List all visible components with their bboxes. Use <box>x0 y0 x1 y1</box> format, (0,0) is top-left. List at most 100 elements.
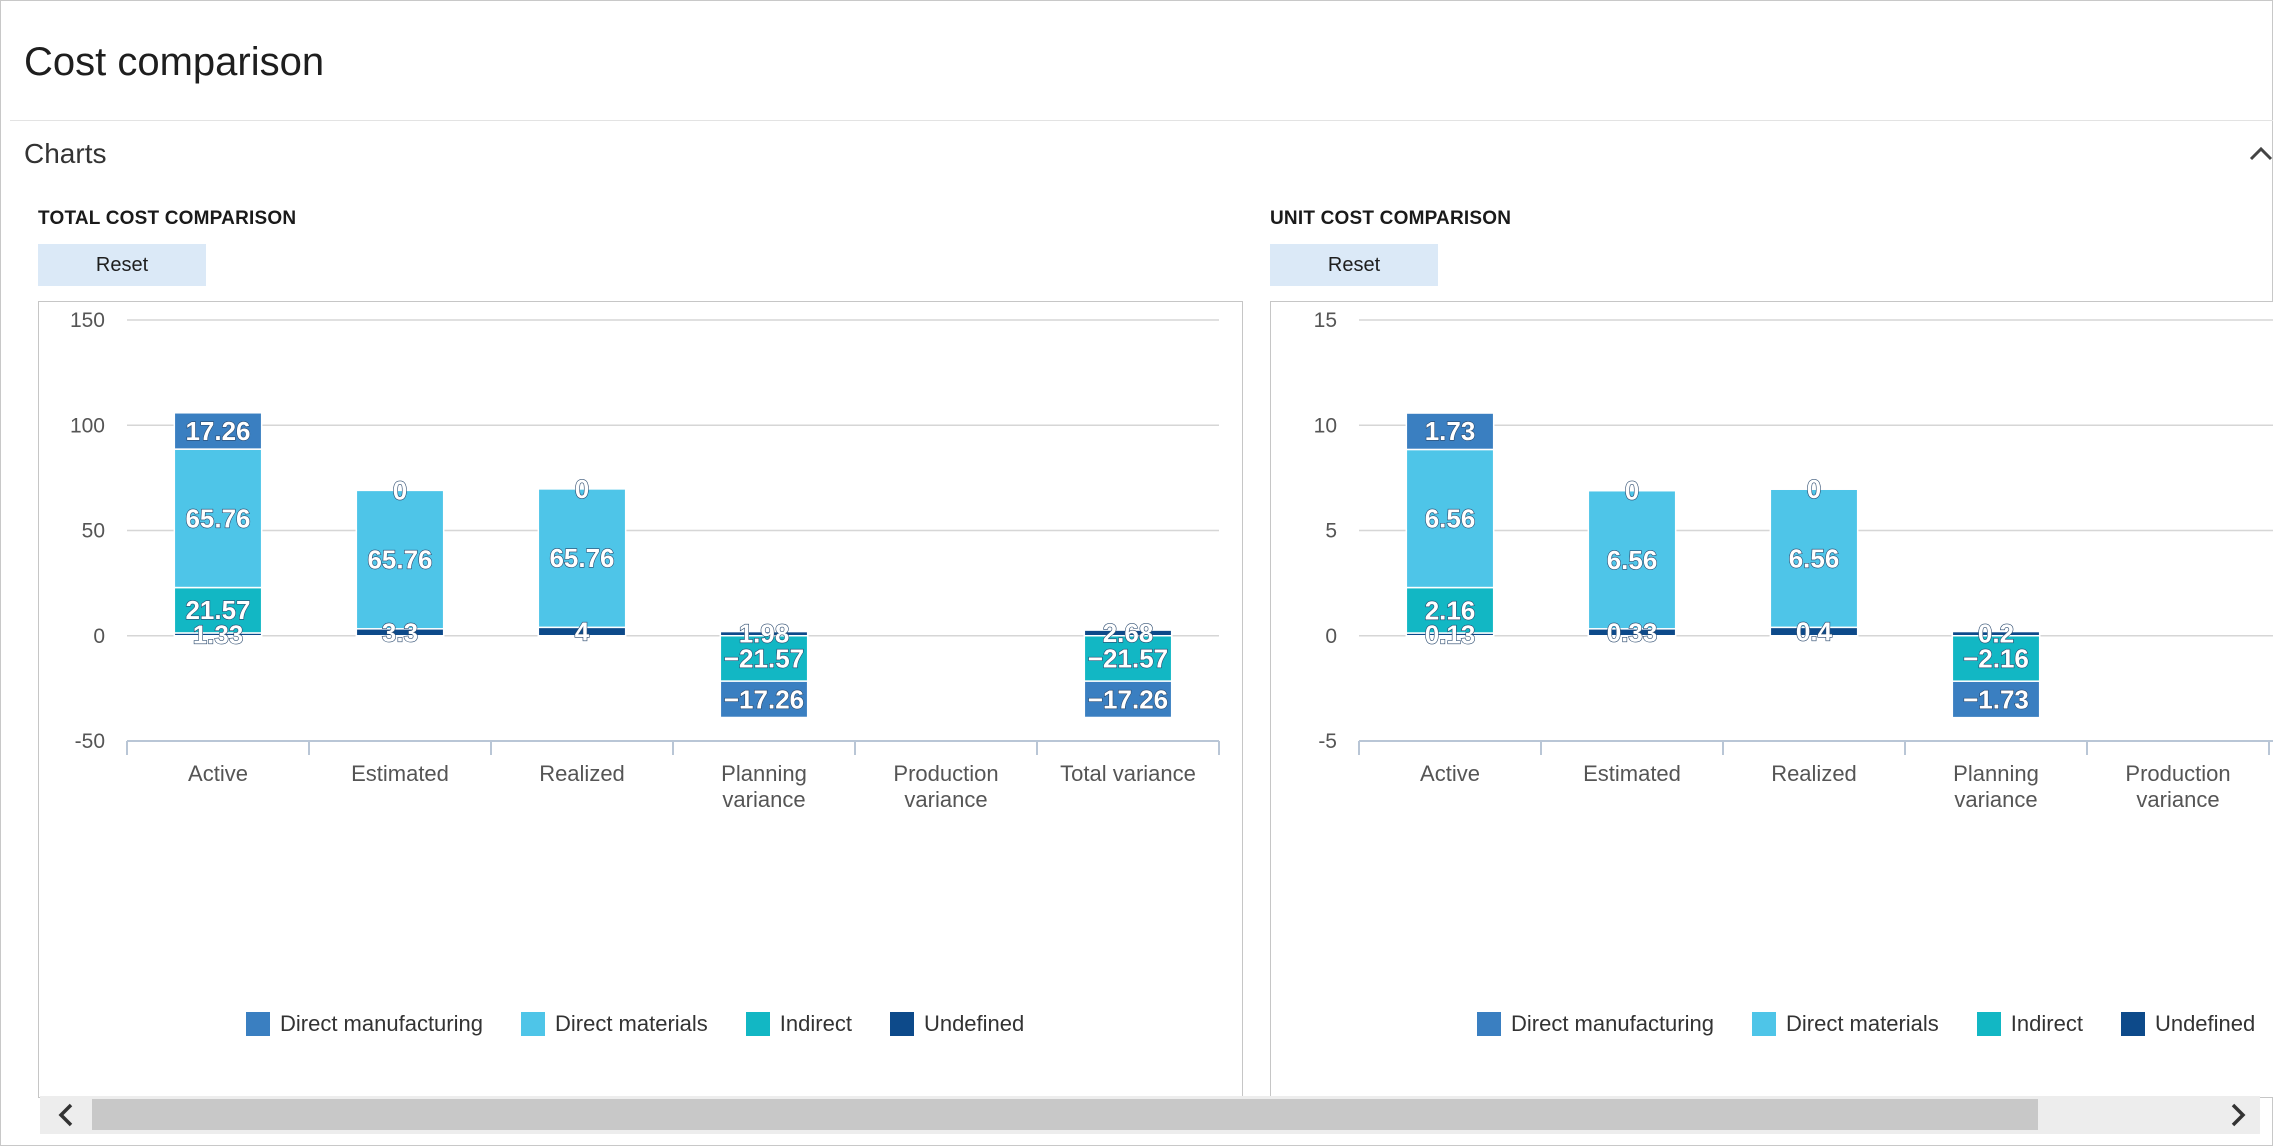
charts-section-header[interactable]: Charts <box>24 138 107 169</box>
data-label: −17.26 <box>724 684 804 714</box>
x-tick-label: variance <box>2136 787 2219 812</box>
data-label: 65.76 <box>549 543 614 573</box>
data-label: 6.56 <box>1789 543 1840 573</box>
bar-segment <box>173 448 263 589</box>
x-tick-label: Estimated <box>351 761 449 786</box>
data-label: −2.16 <box>1963 643 2029 673</box>
legend-item-direct-materials[interactable]: Direct materials <box>520 1011 708 1037</box>
data-label: −21.57 <box>724 643 804 673</box>
legend-item-undefined[interactable]: Undefined <box>889 1011 1025 1037</box>
chevron-left-icon[interactable] <box>52 1100 80 1130</box>
x-tick-label: Total variance <box>1060 761 1196 786</box>
bar-segment <box>719 680 809 719</box>
data-label: 0 <box>575 474 589 504</box>
legend-item-indirect[interactable]: Indirect <box>1976 1011 2083 1037</box>
data-label: 0.4 <box>1796 617 1833 647</box>
y-tick-label: 5 <box>1325 520 1337 543</box>
data-label: 3.3 <box>382 617 418 647</box>
total-cost-legend: Direct manufacturing Direct materials In… <box>246 1011 1062 1037</box>
data-label: 65.76 <box>367 545 432 575</box>
data-label: 1.33 <box>193 619 244 649</box>
data-label: 4 <box>575 617 590 647</box>
bar-segment <box>1951 680 2041 719</box>
legend-item-direct-manufacturing[interactable]: Direct manufacturing <box>1477 1011 1714 1037</box>
bar-segment <box>1951 635 2041 682</box>
y-tick-label: 150 <box>70 309 105 332</box>
data-label: 0 <box>393 475 407 505</box>
unit-cost-reset-button[interactable]: Reset <box>1270 244 1438 286</box>
total-cost-chart: 150 100 50 0 -50 Active Estimated Realized Plann… <box>38 301 1243 1098</box>
unit-cost-legend: Direct manufacturing Direct materials In… <box>1477 1011 2273 1037</box>
data-label: 21.57 <box>185 595 250 625</box>
x-tick-label: variance <box>722 787 805 812</box>
legend-swatch <box>520 1012 545 1036</box>
legend-swatch <box>2120 1012 2145 1036</box>
x-tick-label: Production <box>2125 761 2230 786</box>
bar-segment <box>173 586 263 634</box>
data-label: 0 <box>1807 474 1821 504</box>
page-title: Cost comparison <box>24 40 325 84</box>
data-label: 0.33 <box>1607 617 1658 647</box>
legend-item-undefined[interactable]: Undefined <box>2120 1011 2256 1037</box>
x-tick-label: Production <box>893 761 998 786</box>
x-tick-label: Active <box>188 761 248 786</box>
data-label: 1.73 <box>1425 416 1476 446</box>
scrollbar-thumb[interactable] <box>92 1099 2038 1130</box>
chart-svg: 150 100 50 0 -50 Active Estimated Realized Plann… <box>70 309 1220 812</box>
data-label: 1.98 <box>739 619 790 649</box>
legend-swatch <box>246 1012 270 1036</box>
legend-label: Direct manufacturing <box>280 1011 483 1036</box>
legend-item-indirect[interactable]: Indirect <box>745 1011 852 1037</box>
bar-segment <box>1405 412 1495 451</box>
unit-cost-chart-title: UNIT COST COMPARISON <box>1270 208 1512 229</box>
legend-swatch <box>1477 1012 1501 1036</box>
bar-segment <box>355 489 445 630</box>
data-label: 65.76 <box>185 503 250 533</box>
legend-swatch <box>1976 1012 2001 1036</box>
legend-item-direct-manufacturing[interactable]: Direct manufacturing <box>246 1011 483 1037</box>
x-tick-label: Realized <box>1771 761 1857 786</box>
x-tick-label: Estimated <box>1583 761 1681 786</box>
y-tick-label: 0 <box>1325 625 1337 648</box>
data-label: 0 <box>1625 476 1639 506</box>
data-label: 0.2 <box>1978 619 2014 649</box>
data-label: 6.56 <box>1425 504 1476 534</box>
bar-segment <box>1405 448 1495 589</box>
chevron-up-icon[interactable] <box>2248 140 2273 166</box>
bar-segment <box>537 488 627 629</box>
y-tick-label: 15 <box>1314 309 1337 332</box>
data-label: −21.57 <box>1088 643 1168 673</box>
unit-cost-chart: 15 10 5 0 -5 Active Estimated Realized Planning v… <box>1270 301 2273 1098</box>
total-cost-reset-button[interactable]: Reset <box>38 244 206 286</box>
y-tick-label: -5 <box>1318 730 1337 753</box>
y-tick-label: 0 <box>93 625 105 648</box>
bar-segment <box>1083 680 1173 719</box>
legend-item-direct-materials[interactable]: Direct materials <box>1751 1011 1939 1037</box>
legend-label: Undefined <box>2154 1011 2256 1036</box>
bar-segment <box>1405 586 1495 634</box>
legend-label: Direct materials <box>1785 1011 1939 1036</box>
chevron-right-icon[interactable] <box>2224 1100 2252 1130</box>
data-label: 2.68 <box>1103 618 1154 648</box>
y-tick-label: 50 <box>82 520 105 543</box>
legend-label: Direct manufacturing <box>1511 1011 1714 1036</box>
x-tick-label: variance <box>1954 787 2037 812</box>
legend-swatch <box>889 1012 914 1036</box>
y-tick-label: 10 <box>1314 414 1337 437</box>
legend-label: Undefined <box>923 1011 1025 1036</box>
bar-segment <box>173 412 263 450</box>
total-cost-chart-title: TOTAL COST COMPARISON <box>38 208 297 229</box>
x-tick-label: Planning <box>721 761 807 786</box>
title-divider <box>10 120 2273 121</box>
legend-label: Direct materials <box>554 1011 708 1036</box>
bar-segment <box>1769 488 1859 629</box>
y-tick-label: 100 <box>70 414 105 437</box>
data-label: −1.73 <box>1963 684 2029 714</box>
legend-swatch <box>745 1012 770 1036</box>
legend-label: Indirect <box>2010 1011 2083 1036</box>
x-tick-label: Realized <box>539 761 625 786</box>
y-tick-label: -50 <box>75 730 105 753</box>
data-label: 2.16 <box>1425 595 1476 625</box>
data-label: 6.56 <box>1607 545 1658 575</box>
